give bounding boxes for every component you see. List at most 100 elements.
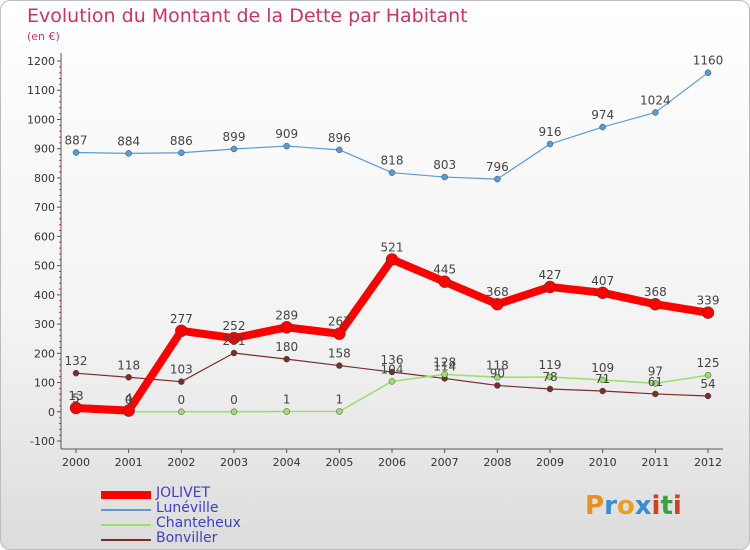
data-point-chanteheux: [336, 408, 343, 415]
data-point-luneville: [336, 146, 343, 154]
data-point-bonviller: [125, 374, 132, 381]
data-label-chanteheux: 5: [72, 391, 80, 405]
logo-letter: r: [604, 491, 617, 521]
y-tick-label: 1200: [27, 55, 55, 68]
data-point-chanteheux: [599, 376, 606, 384]
data-label-jolivet: 445: [433, 263, 456, 277]
legend-label-bonviller: Bonviller: [156, 530, 218, 546]
data-point-luneville: [388, 169, 396, 176]
data-point-luneville: [125, 150, 132, 157]
data-label-bonviller: 118: [117, 358, 140, 372]
data-point-chanteheux: [178, 408, 185, 416]
data-label-chanteheux: 118: [486, 358, 509, 372]
legend-label-jolivet: JOLIVET: [156, 485, 211, 501]
data-point-chanteheux: [283, 408, 290, 415]
data-point-chanteheux: [704, 371, 712, 379]
x-tick-label: 2009: [536, 456, 564, 469]
data-label-bonviller: 201: [223, 334, 246, 348]
data-label-bonviller: 136: [381, 353, 404, 367]
data-label-luneville: 909: [275, 127, 298, 141]
data-label-jolivet: 289: [275, 308, 298, 322]
data-point-bonviller: [388, 368, 396, 376]
data-point-luneville: [441, 173, 448, 181]
data-point-jolivet: [280, 321, 293, 334]
data-point-chanteheux: [441, 371, 448, 378]
logo-letter: i: [651, 491, 661, 521]
y-tick-label: -100: [30, 435, 55, 448]
data-label-chanteheux: 128: [433, 355, 456, 369]
proxiti-logo: Proxiti: [585, 491, 682, 521]
x-tick-label: 2004: [273, 456, 301, 469]
data-label-jolivet: 13: [68, 389, 83, 403]
data-label-luneville: 818: [381, 154, 404, 168]
legend-swatch-bonviller: [101, 538, 151, 541]
data-point-bonviller: [230, 349, 238, 357]
data-point-luneville: [652, 109, 659, 116]
data-label-chanteheux: 104: [381, 362, 404, 376]
logo-letter: o: [616, 491, 635, 521]
data-label-chanteheux: 109: [591, 361, 614, 375]
data-point-luneville: [704, 69, 712, 76]
data-label-jolivet: 277: [170, 312, 193, 326]
data-label-jolivet: 407: [591, 274, 614, 288]
logo-letter: P: [585, 491, 605, 521]
data-label-bonviller: 78: [542, 370, 557, 384]
data-label-jolivet: 521: [381, 240, 404, 254]
data-point-chanteheux: [494, 374, 501, 381]
data-label-bonviller: 54: [700, 377, 715, 391]
data-label-jolivet: 368: [644, 285, 667, 299]
data-point-bonviller: [72, 369, 80, 377]
y-tick-label: 400: [34, 289, 55, 302]
chart-title: Evolution du Montant de la Dette par Hab…: [27, 5, 468, 27]
data-point-jolivet: [491, 297, 504, 311]
data-label-jolivet: 427: [539, 268, 562, 282]
data-point-chanteheux: [546, 373, 554, 381]
data-label-jolivet: 252: [223, 319, 246, 333]
data-point-jolivet: [543, 280, 557, 294]
legend-swatch-chanteheux: [101, 523, 151, 526]
data-label-bonviller: 71: [595, 372, 610, 386]
data-label-jolivet: 368: [486, 285, 509, 299]
data-label-bonviller: 114: [433, 359, 456, 373]
data-point-jolivet: [69, 401, 83, 415]
data-point-chanteheux: [652, 380, 659, 387]
x-tick-label: 2005: [325, 456, 353, 469]
data-point-jolivet: [701, 306, 715, 319]
data-label-chanteheux: 119: [539, 358, 562, 372]
y-tick-label: 900: [34, 143, 55, 156]
data-point-jolivet: [333, 327, 346, 340]
data-label-jolivet: 267: [328, 315, 351, 329]
data-label-chanteheux: 1: [283, 392, 291, 406]
data-point-bonviller: [546, 385, 554, 393]
data-label-bonviller: 158: [328, 347, 351, 361]
data-label-luneville: 886: [170, 134, 193, 148]
data-label-chanteheux: 0: [125, 393, 133, 407]
data-point-bonviller: [599, 387, 606, 395]
logo-letter: t: [660, 491, 673, 521]
data-point-jolivet: [438, 275, 451, 288]
legend-swatch-jolivet: [101, 490, 151, 499]
data-point-bonviller: [494, 382, 501, 389]
x-tick-label: 2011: [641, 456, 669, 469]
x-tick-label: 2010: [589, 456, 617, 469]
data-label-jolivet: 4: [125, 392, 133, 406]
data-point-jolivet: [175, 324, 188, 338]
x-tick-label: 2003: [220, 456, 248, 469]
data-point-jolivet: [596, 286, 609, 300]
data-label-luneville: 887: [65, 133, 88, 147]
data-label-luneville: 1024: [640, 93, 671, 107]
data-label-chanteheux: 0: [230, 393, 238, 407]
logo-letter: i: [672, 491, 682, 521]
data-label-luneville: 916: [539, 125, 562, 139]
data-label-bonviller: 61: [648, 375, 663, 389]
y-tick-label: 300: [34, 318, 55, 331]
data-point-bonviller: [283, 355, 290, 363]
data-point-chanteheux: [388, 378, 396, 385]
data-label-luneville: 796: [486, 160, 509, 174]
data-point-bonviller: [336, 362, 343, 369]
data-label-luneville: 974: [591, 108, 614, 122]
data-label-chanteheux: 1: [336, 392, 344, 406]
chart-subtitle: (en €): [27, 30, 60, 43]
logo-letter: x: [634, 491, 652, 521]
